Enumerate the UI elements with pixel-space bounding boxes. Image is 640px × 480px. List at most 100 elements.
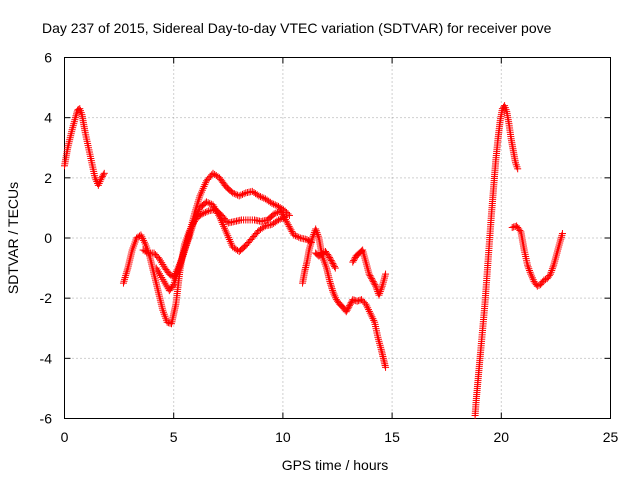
sdtvar-point (192, 213, 200, 221)
sdtvar-segment-4 (152, 198, 289, 295)
sdtvar-point (540, 276, 548, 284)
sdtvar-point (223, 217, 231, 225)
sdtvar-point (547, 268, 555, 276)
sdtvar-segment-2 (119, 205, 315, 328)
sdtvar-point (229, 189, 237, 197)
sdtvar-point (165, 319, 173, 327)
sdtvar-point (330, 261, 338, 269)
sdtvar-point (546, 270, 554, 278)
y-tick-label: -2 (40, 290, 53, 306)
sdtvar-segment-1 (61, 105, 108, 189)
x-axis-label: GPS time / hours (282, 457, 389, 473)
sdtvar-point (327, 283, 335, 291)
sdtvar-point (525, 265, 533, 273)
sdtvar-point (122, 272, 130, 280)
sdtvar-point (350, 255, 358, 263)
sdtvar-point (376, 289, 384, 297)
chart-title: Day 237 of 2015, Sidereal Day-to-day VTE… (42, 20, 552, 36)
sdtvar-point (200, 209, 208, 217)
y-tick-label: 2 (44, 170, 52, 186)
sdtvar-point (344, 305, 352, 313)
sdtvar-point (368, 275, 376, 283)
sdtvar-point (312, 225, 320, 233)
sdtvar-point (281, 213, 289, 221)
sdtvar-point (283, 208, 291, 216)
sdtvar-point (363, 302, 371, 310)
sdtvar-point (202, 198, 210, 206)
sdtvar-point (193, 211, 201, 219)
sdtvar-point (312, 227, 320, 235)
sdtvar-point (235, 192, 243, 200)
sdtvar-point (377, 286, 385, 294)
x-tick-label: 15 (384, 429, 400, 445)
sdtvar-point (366, 309, 374, 317)
sdtvar-point (284, 210, 292, 218)
y-tick-label: 0 (44, 230, 52, 246)
sdtvar-point (137, 231, 145, 239)
sdtvar-point (356, 296, 364, 304)
sdtvar-point (268, 199, 276, 207)
sdtvar-point (121, 273, 129, 281)
x-tick-label: 20 (494, 429, 510, 445)
sdtvar-point (331, 264, 339, 272)
sdtvar-point (123, 268, 131, 276)
sdtvar-point (279, 214, 287, 222)
sdtvar-point (369, 278, 377, 286)
sdtvar-point (139, 246, 147, 254)
sdtvar-point (367, 273, 375, 281)
y-tick-label: -4 (40, 350, 53, 366)
sdtvar-point (327, 257, 335, 265)
sdtvar-point (358, 296, 366, 304)
sdtvar-point (368, 313, 376, 321)
sdtvar-point (230, 190, 238, 198)
sdtvar-point (98, 174, 106, 182)
sdtvar-point (201, 208, 209, 216)
sdtvar-point (314, 232, 322, 240)
sdtvar-point (140, 236, 148, 244)
sdtvar-point (371, 281, 379, 289)
sdtvar-point (72, 112, 80, 120)
sdtvar-point (203, 208, 211, 216)
sdtvar-point (524, 261, 532, 269)
y-tick-label: 4 (44, 110, 52, 126)
sdtvar-point (355, 297, 363, 305)
sdtvar-point (345, 303, 353, 311)
sdtvar-point (365, 306, 373, 314)
sdtvar-point (376, 288, 384, 296)
sdtvar-point (367, 311, 375, 319)
sdtvar-point (255, 192, 263, 200)
sdtvar-point (325, 252, 333, 260)
sdtvar-point (119, 279, 127, 287)
sdtvar-point (278, 214, 286, 222)
sdtvar-point (329, 286, 337, 294)
y-tick-label: 6 (44, 50, 52, 66)
sdtvar-point (122, 270, 130, 278)
sdtvar-point (232, 190, 240, 198)
sdtvar-point (375, 291, 383, 299)
sdtvar-point (326, 255, 334, 263)
sdtvar-point (260, 223, 268, 231)
sdtvar-point (545, 272, 553, 280)
sdtvar-point (365, 270, 373, 278)
grid-group (64, 57, 611, 419)
y-tick-label-group: -6 -4 -2 0 2 4 6 (40, 50, 53, 427)
sdtvar-point (558, 231, 566, 239)
sdtvar-point (275, 216, 283, 224)
sdtvar-point (382, 363, 390, 371)
sdtvar-point (139, 235, 147, 243)
sdtvar-point (346, 300, 354, 308)
sdtvar-point (313, 229, 321, 237)
x-tick-label-group: 0 5 10 15 20 25 (61, 429, 619, 445)
series-group (61, 102, 566, 419)
sdtvar-point (549, 263, 557, 271)
sdtvar-point (370, 316, 378, 324)
sdtvar-segment-6 (312, 248, 339, 272)
sdtvar-point (258, 193, 266, 201)
sdtvar-point (308, 234, 316, 242)
sdtvar-point (270, 200, 278, 208)
sdtvar-point (359, 297, 367, 305)
sdtvar-point (533, 282, 541, 290)
sdtvar-point (141, 247, 149, 255)
sdtvar-point (349, 296, 357, 304)
